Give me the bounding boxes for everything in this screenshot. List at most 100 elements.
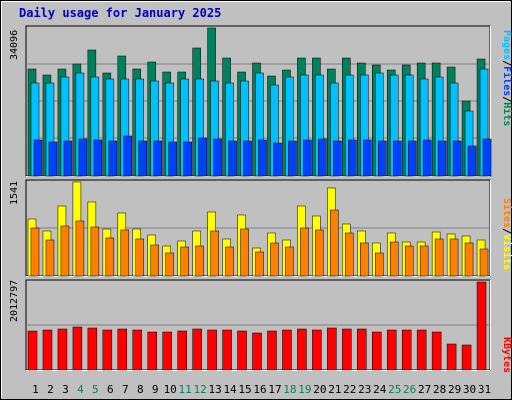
bar-sites-20 xyxy=(315,229,324,277)
bar-kbytes-1 xyxy=(27,330,38,371)
bar-sites-14 xyxy=(225,246,234,277)
legend-entry-visits-sites-1: / xyxy=(501,228,512,234)
bar-kbytes-7 xyxy=(117,328,128,371)
bar-sites-24 xyxy=(375,252,384,277)
legend-entry-kbytes-0: KBytes xyxy=(501,337,512,373)
x-tick-label-13: 13 xyxy=(208,383,221,396)
bar-pages-4 xyxy=(78,138,88,177)
bar-kbytes-15 xyxy=(237,330,247,371)
bar-kbytes-20 xyxy=(312,329,322,371)
legend-kbytes: KBytes xyxy=(501,337,512,373)
x-tick-label-28: 28 xyxy=(433,383,446,396)
bar-kbytes-21 xyxy=(327,327,337,371)
x-tick-label-15: 15 xyxy=(238,383,251,396)
bar-sites-3 xyxy=(60,225,70,277)
bar-sites-4 xyxy=(75,220,85,277)
bar-kbytes-4 xyxy=(72,326,83,371)
bar-pages-26 xyxy=(407,140,417,177)
bar-sites-9 xyxy=(150,244,159,277)
x-tick-label-1: 1 xyxy=(32,383,39,396)
bar-kbytes-18 xyxy=(282,329,292,371)
bar-pages-16 xyxy=(258,139,267,177)
x-tick-label-4: 4 xyxy=(77,383,84,396)
x-tick-label-16: 16 xyxy=(253,383,266,396)
bar-sites-12 xyxy=(195,245,204,277)
bar-sites-22 xyxy=(345,232,354,277)
x-tick-label-3: 3 xyxy=(62,383,69,396)
x-tick-label-6: 6 xyxy=(107,383,114,396)
y-tick-label-visits-sites: 1541 xyxy=(9,181,20,205)
x-tick-label-17: 17 xyxy=(268,383,281,396)
x-tick-label-10: 10 xyxy=(164,383,177,396)
x-tick-label-5: 5 xyxy=(92,383,99,396)
legend-entry-hits-files-pages-3: / xyxy=(501,96,512,102)
x-tick-label-29: 29 xyxy=(448,383,461,396)
bar-pages-23 xyxy=(363,139,372,177)
bar-kbytes-30 xyxy=(461,344,472,371)
x-tick-label-19: 19 xyxy=(298,383,311,396)
bar-sites-25 xyxy=(389,241,399,277)
bar-pages-14 xyxy=(228,140,237,177)
bar-sites-10 xyxy=(165,252,174,277)
bar-kbytes-5 xyxy=(87,327,98,371)
x-tick-label-26: 26 xyxy=(403,383,416,396)
bar-pages-8 xyxy=(138,140,148,177)
bar-kbytes-9 xyxy=(147,331,157,371)
x-tick-label-23: 23 xyxy=(358,383,371,396)
legend-entry-visits-sites-2: Visits xyxy=(501,234,512,270)
legend-entry-hits-files-pages-0: Pages xyxy=(501,30,512,60)
x-tick-label-7: 7 xyxy=(122,383,129,396)
x-tick-label-27: 27 xyxy=(418,383,431,396)
x-tick-label-30: 30 xyxy=(463,383,476,396)
bar-sites-30 xyxy=(464,242,474,277)
bar-kbytes-26 xyxy=(401,329,412,371)
y-tick-label-kbytes: 2012797 xyxy=(9,280,20,322)
bar-sites-16 xyxy=(255,251,264,277)
legend-hits-files-pages: Pages/Files/Hits xyxy=(501,30,512,126)
bar-kbytes-6 xyxy=(102,329,113,371)
x-tick-label-25: 25 xyxy=(388,383,401,396)
bar-sites-2 xyxy=(45,239,55,277)
bar-pages-3 xyxy=(63,140,73,177)
legend-entry-hits-files-pages-1: / xyxy=(501,60,512,66)
bar-pages-25 xyxy=(392,140,402,177)
legend-entry-hits-files-pages-2: Files xyxy=(501,66,512,96)
bar-kbytes-23 xyxy=(357,328,367,371)
x-tick-label-21: 21 xyxy=(328,383,341,396)
bar-sites-11 xyxy=(180,246,189,277)
bar-kbytes-17 xyxy=(267,330,277,371)
bar-sites-13 xyxy=(210,230,219,277)
bar-kbytes-2 xyxy=(42,329,53,371)
bar-pages-28 xyxy=(437,140,447,177)
bar-sites-27 xyxy=(419,245,429,277)
bar-kbytes-29 xyxy=(446,343,457,371)
bar-sites-5 xyxy=(90,226,100,277)
y-tick-label-hits-files-pages: 34096 xyxy=(9,30,20,60)
bar-pages-18 xyxy=(288,140,297,177)
bar-sites-31 xyxy=(479,248,489,277)
bar-sites-19 xyxy=(300,227,309,277)
bar-sites-26 xyxy=(404,245,414,277)
bar-kbytes-13 xyxy=(207,329,217,371)
bar-sites-18 xyxy=(285,246,294,277)
x-tick-label-9: 9 xyxy=(152,383,159,396)
bar-sites-21 xyxy=(330,209,339,277)
bar-pages-7 xyxy=(123,135,133,177)
bar-kbytes-24 xyxy=(372,331,382,371)
bar-pages-31 xyxy=(482,138,492,177)
bar-kbytes-25 xyxy=(386,329,397,371)
bar-pages-5 xyxy=(93,139,103,177)
bar-pages-13 xyxy=(213,138,222,177)
bar-pages-11 xyxy=(183,141,192,177)
bar-kbytes-16 xyxy=(252,332,262,371)
bar-pages-12 xyxy=(198,137,207,177)
bar-sites-6 xyxy=(105,237,115,277)
bar-pages-2 xyxy=(48,141,58,177)
x-tick-label-11: 11 xyxy=(179,383,192,396)
x-tick-label-31: 31 xyxy=(478,383,491,396)
bar-pages-22 xyxy=(348,139,357,177)
bar-pages-24 xyxy=(378,140,387,177)
x-tick-label-12: 12 xyxy=(194,383,207,396)
bar-pages-9 xyxy=(153,140,162,177)
